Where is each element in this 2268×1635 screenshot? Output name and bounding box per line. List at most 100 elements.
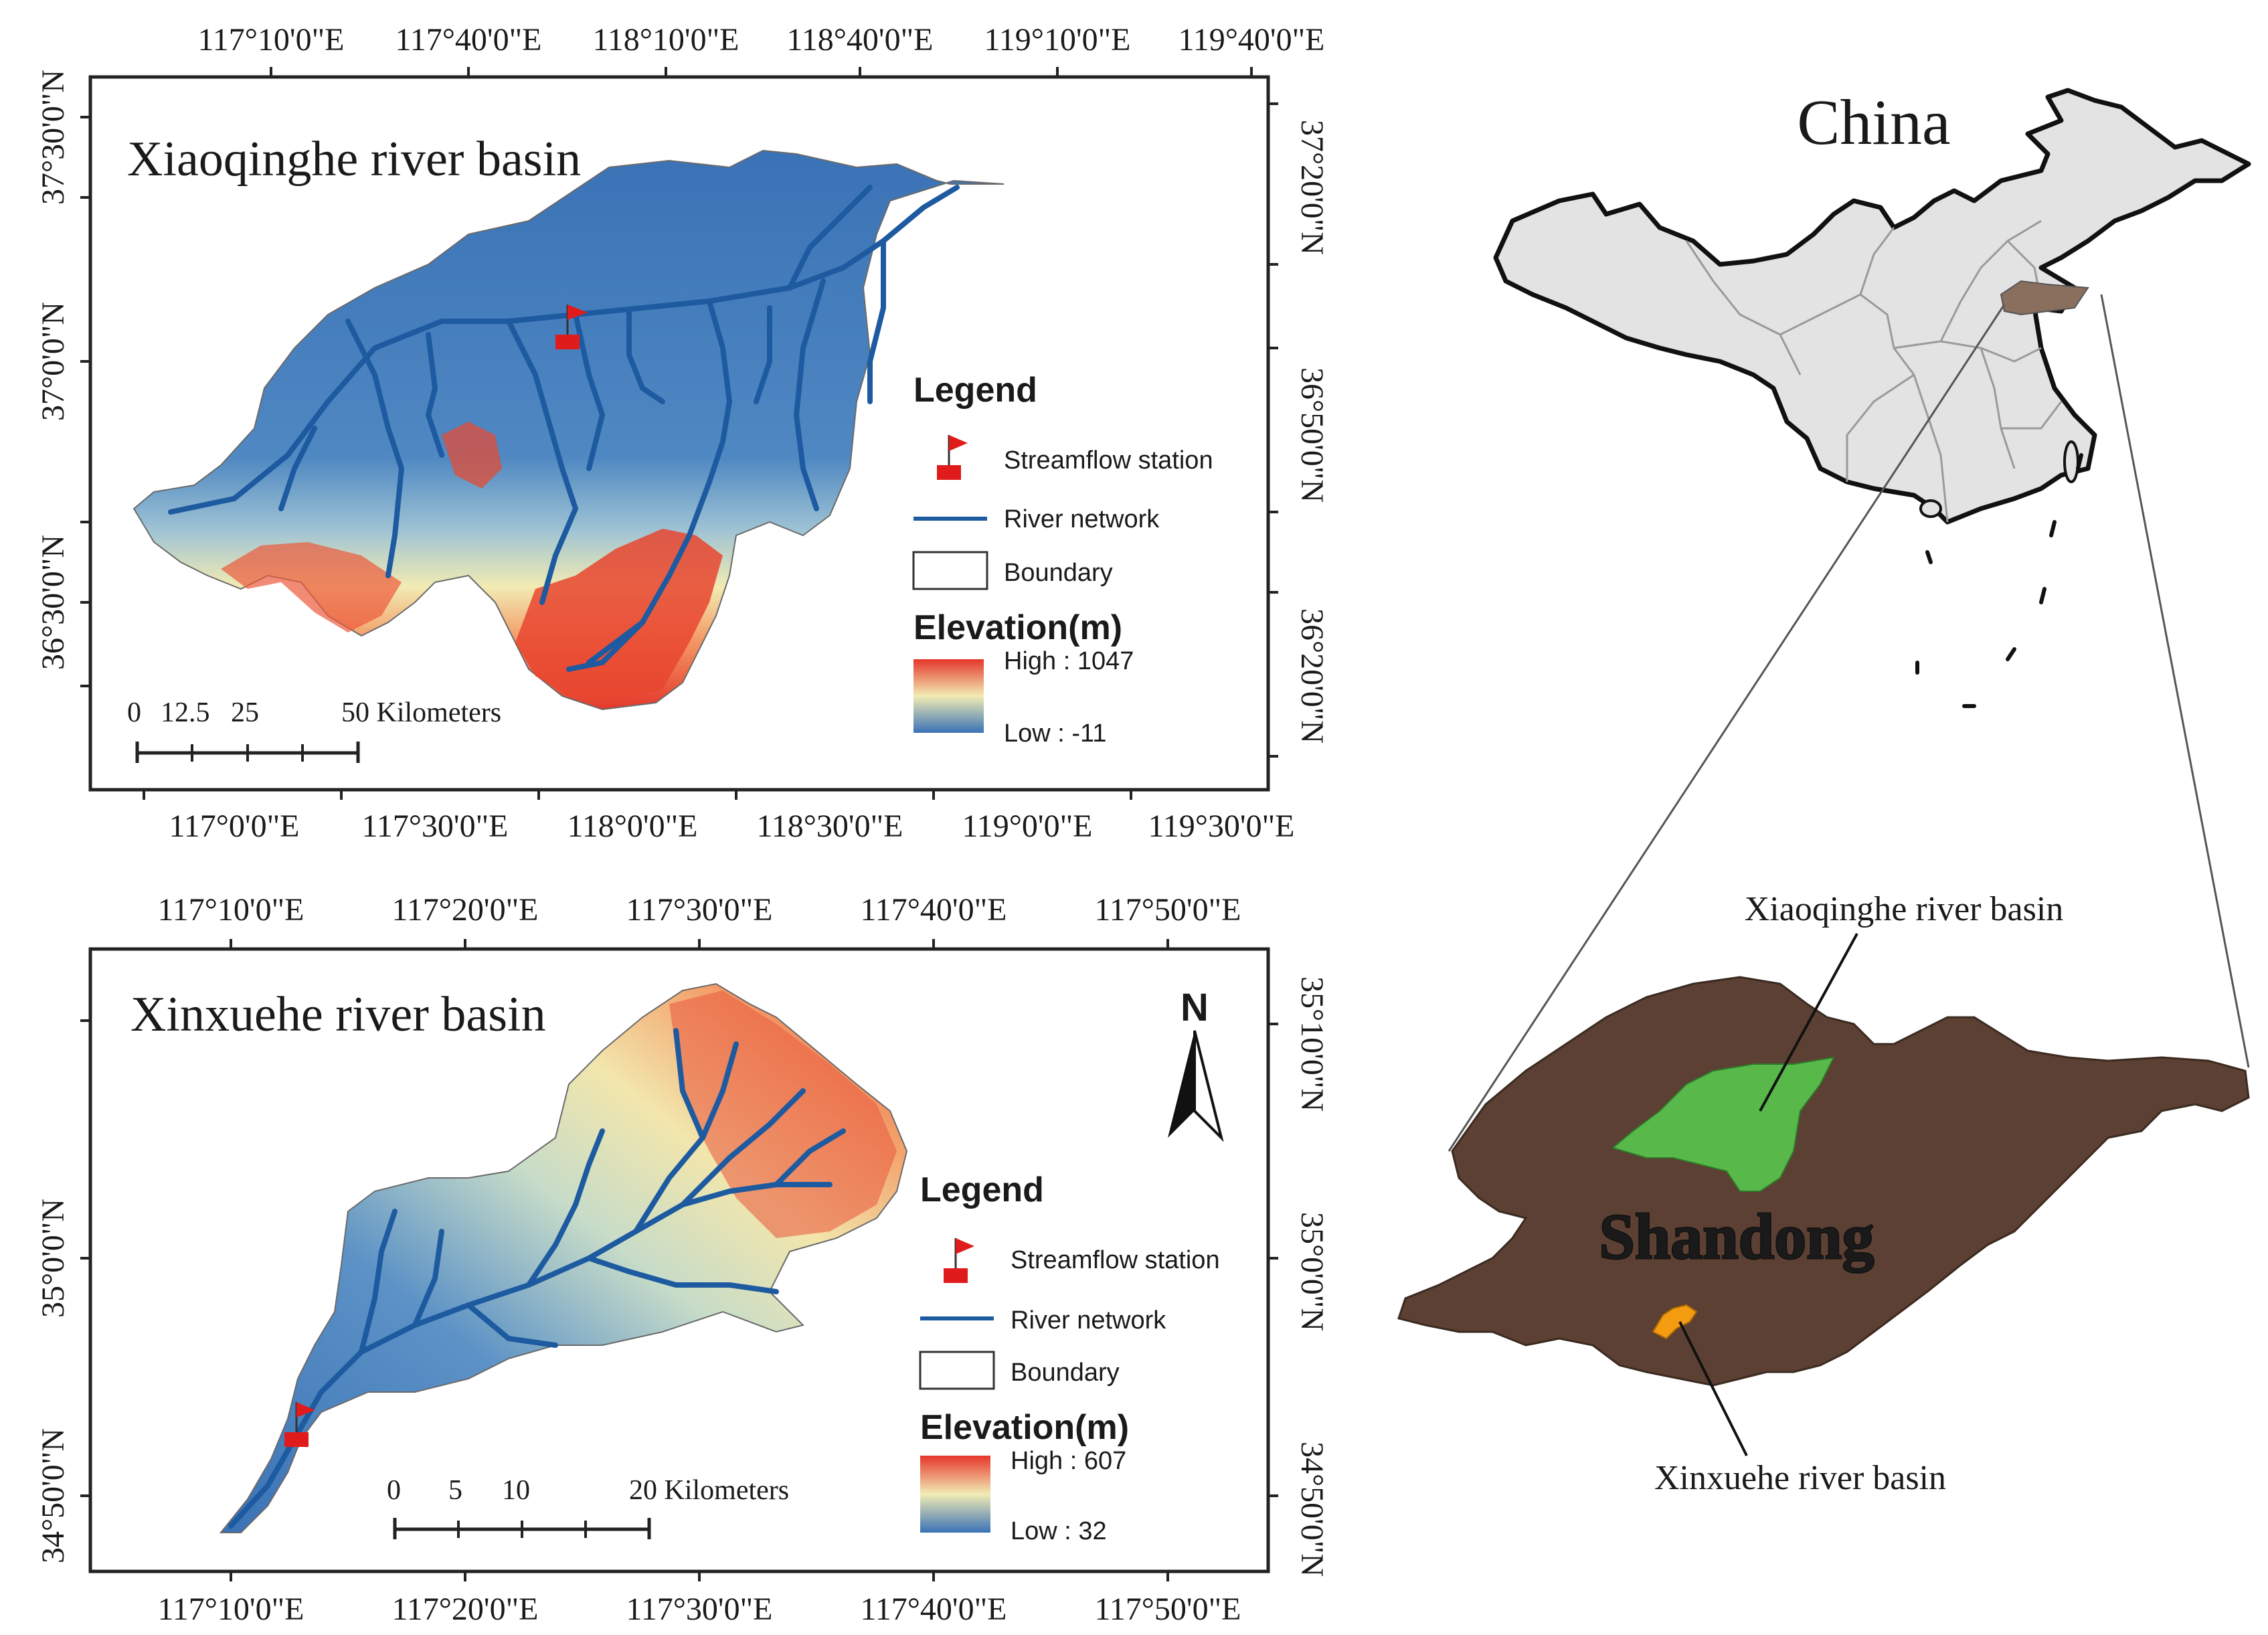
top-map-right-ticks: 37°20'0"N 36°50'0"N 36°20'0"N [1268,102,1330,758]
xinxuehe-map-panel: 117°10'0"E 117°20'0"E 117°30'0"E 117°40'… [35,892,1330,1627]
top-legend-elevation-heading: Elevation(m) [913,608,1122,647]
top-scale-label-2: 25 [231,697,259,728]
bottom-map-right-ticks: 35°10'0"N 35°0'0"N 34°50'0"N [1268,976,1330,1577]
top-map-right-tick-3: 36°20'0"N [1294,608,1330,744]
bottom-map-bottom-tick-2: 117°20'0"E [392,1591,539,1627]
bottom-legend-station-symbol [944,1238,974,1283]
xiaoqinghe-river-network [168,185,960,672]
bottom-map-bottom-tick-1: 117°10'0"E [158,1591,304,1627]
top-scale-label-1: 12.5 [161,697,210,728]
hainan-island [1919,499,1942,518]
bottom-map-right-tick-3: 34°50'0"N [1294,1442,1330,1577]
top-map-right-tick-1: 37°20'0"N [1294,120,1330,255]
xiaoqinghe-highland-center [442,422,502,489]
top-map-title: Xiaoqinghe river basin [127,132,581,187]
xinxuehe-river-network [228,1028,846,1529]
top-map-bottom-tick-5: 119°0'0"E [962,808,1093,844]
taiwan-island [2063,440,2079,483]
top-map-right-tick-2: 36°50'0"N [1294,367,1330,503]
bottom-map-left-tick-2: 34°50'0"N [35,1428,71,1563]
top-map-left-tick-2: 37°0'0"N [35,302,71,421]
bottom-map-right-tick-1: 35°10'0"N [1294,976,1330,1112]
bottom-map-bottom-ticks: 117°10'0"E 117°20'0"E 117°30'0"E 117°40'… [158,1571,1241,1627]
xiaoqinghe-highland-west [221,542,402,632]
top-scale-label-0: 0 [127,697,141,728]
bottom-map-top-ticks: 117°10'0"E 117°20'0"E 117°30'0"E 117°40'… [158,892,1241,949]
bottom-map-top-tick-5: 117°50'0"E [1095,892,1241,928]
callout-xiaoqinghe-line [1759,933,1858,1112]
bottom-map-top-tick-1: 117°10'0"E [158,892,304,928]
bottom-map-bottom-tick-4: 117°40'0"E [861,1591,1007,1627]
top-map-bottom-tick-6: 119°30'0"E [1148,808,1295,844]
north-arrow-icon: N [1168,986,1224,1142]
shandong-province-map [1397,976,2250,1387]
bottom-map-bottom-tick-3: 117°30'0"E [626,1591,773,1627]
bottom-legend-heading: Legend [920,1171,1044,1209]
bottom-map-legend: Legend Streamflow station River network … [919,1171,1220,1545]
bottom-map-top-tick-3: 117°30'0"E [626,892,773,928]
bottom-scale-label-0: 0 [387,1475,401,1506]
bottom-scale-label-2: 10 [502,1475,530,1506]
top-map-top-tick-1: 117°10'0"E [198,22,345,58]
top-map-top-tick-2: 117°40'0"E [396,22,542,58]
top-map-scale-bar: 0 12.5 25 50 Kilometers [127,697,501,763]
bottom-legend-high: High : 607 [1011,1447,1126,1475]
top-map-legend: Legend Streamflow station River network … [912,371,1213,748]
top-map-top-tick-3: 118°10'0"E [593,22,739,58]
top-map-bottom-tick-2: 117°30'0"E [362,808,509,844]
bottom-legend-station-label: Streamflow station [1011,1246,1220,1274]
south-china-sea-dashes [1915,453,2083,708]
bottom-map-left-tick-1: 35°0'0"N [35,1199,71,1318]
china-shandong-highlight [2000,280,2089,316]
bottom-map-scale-bar: 0 5 10 20 Kilometers [387,1475,789,1539]
top-legend-elevation-ramp [913,659,984,733]
bottom-map-top-tick-4: 117°40'0"E [861,892,1007,928]
bottom-legend-river-label: River network [1011,1306,1166,1335]
top-map-top-tick-5: 119°10'0"E [984,22,1131,58]
overview-panel: China Xiaoqinghe river basin Xinxuehe ri… [1397,86,2251,1497]
bottom-legend-boundary-label: Boundary [1011,1359,1120,1387]
bottom-scale-label-3: 20 Kilometers [629,1475,789,1506]
top-map-bottom-tick-1: 117°0'0"E [169,808,300,844]
top-legend-heading: Legend [913,371,1037,410]
callout-xinxuehe-line [1678,1321,1748,1456]
bottom-map-title: Xinxuehe river basin [130,987,546,1042]
zoom-leader-right [2100,294,2250,1068]
top-map-bottom-tick-4: 118°30'0"E [757,808,903,844]
bottom-map-top-tick-2: 117°20'0"E [392,892,539,928]
top-map-top-ticks: 117°10'0"E 117°40'0"E 118°10'0"E 118°40'… [198,22,1324,77]
shandong-xiaoqinghe-basin [1611,1056,1835,1192]
top-legend-boundary-label: Boundary [1004,559,1113,587]
top-scale-label-3: 50 Kilometers [341,697,501,728]
top-map-left-ticks: 37°30'0"N 37°0'0"N 36°30'0"N [35,70,90,687]
top-map-left-tick-3: 36°30'0"N [35,535,71,670]
top-map-bottom-ticks: 117°0'0"E 117°30'0"E 118°0'0"E 118°30'0"… [143,790,1295,844]
bottom-scale-label-1: 5 [448,1475,462,1506]
bottom-map-bottom-tick-5: 117°50'0"E [1095,1591,1241,1627]
top-legend-river-label: River network [1004,505,1160,533]
top-map-left-tick-1: 37°30'0"N [35,70,71,205]
top-map-top-tick-4: 118°40'0"E [787,22,934,58]
shandong-xinxuehe-basin [1652,1304,1698,1340]
top-legend-low: Low : -11 [1004,719,1106,748]
xiaoqinghe-map-panel: 117°10'0"E 117°40'0"E 118°10'0"E 118°40'… [35,22,1330,844]
callout-xiaoqinghe-label: Xiaoqinghe river basin [1745,890,2064,928]
callout-xinxuehe-label: Xinxuehe river basin [1654,1459,1946,1497]
bottom-legend-elevation-heading: Elevation(m) [920,1408,1129,1447]
china-map [1493,88,2251,525]
bottom-legend-low: Low : 32 [1011,1517,1107,1545]
top-legend-station-symbol [937,435,968,480]
bottom-legend-boundary-symbol [919,1351,995,1390]
bottom-legend-elevation-ramp [920,1456,990,1533]
bottom-map-right-tick-2: 35°0'0"N [1294,1212,1330,1331]
north-arrow-label: N [1181,986,1209,1029]
top-map-bottom-tick-3: 118°0'0"E [568,808,698,844]
shandong-label: Shandong [1599,1201,1874,1272]
xiaoqinghe-streamflow-station [555,305,588,349]
top-legend-boundary-symbol [912,551,988,590]
xinxuehe-streamflow-station [284,1402,315,1447]
china-label: China [1797,86,1950,158]
top-legend-station-label: Streamflow station [1004,446,1213,475]
bottom-map-left-ticks: 35°0'0"N 34°50'0"N [35,1019,90,1563]
